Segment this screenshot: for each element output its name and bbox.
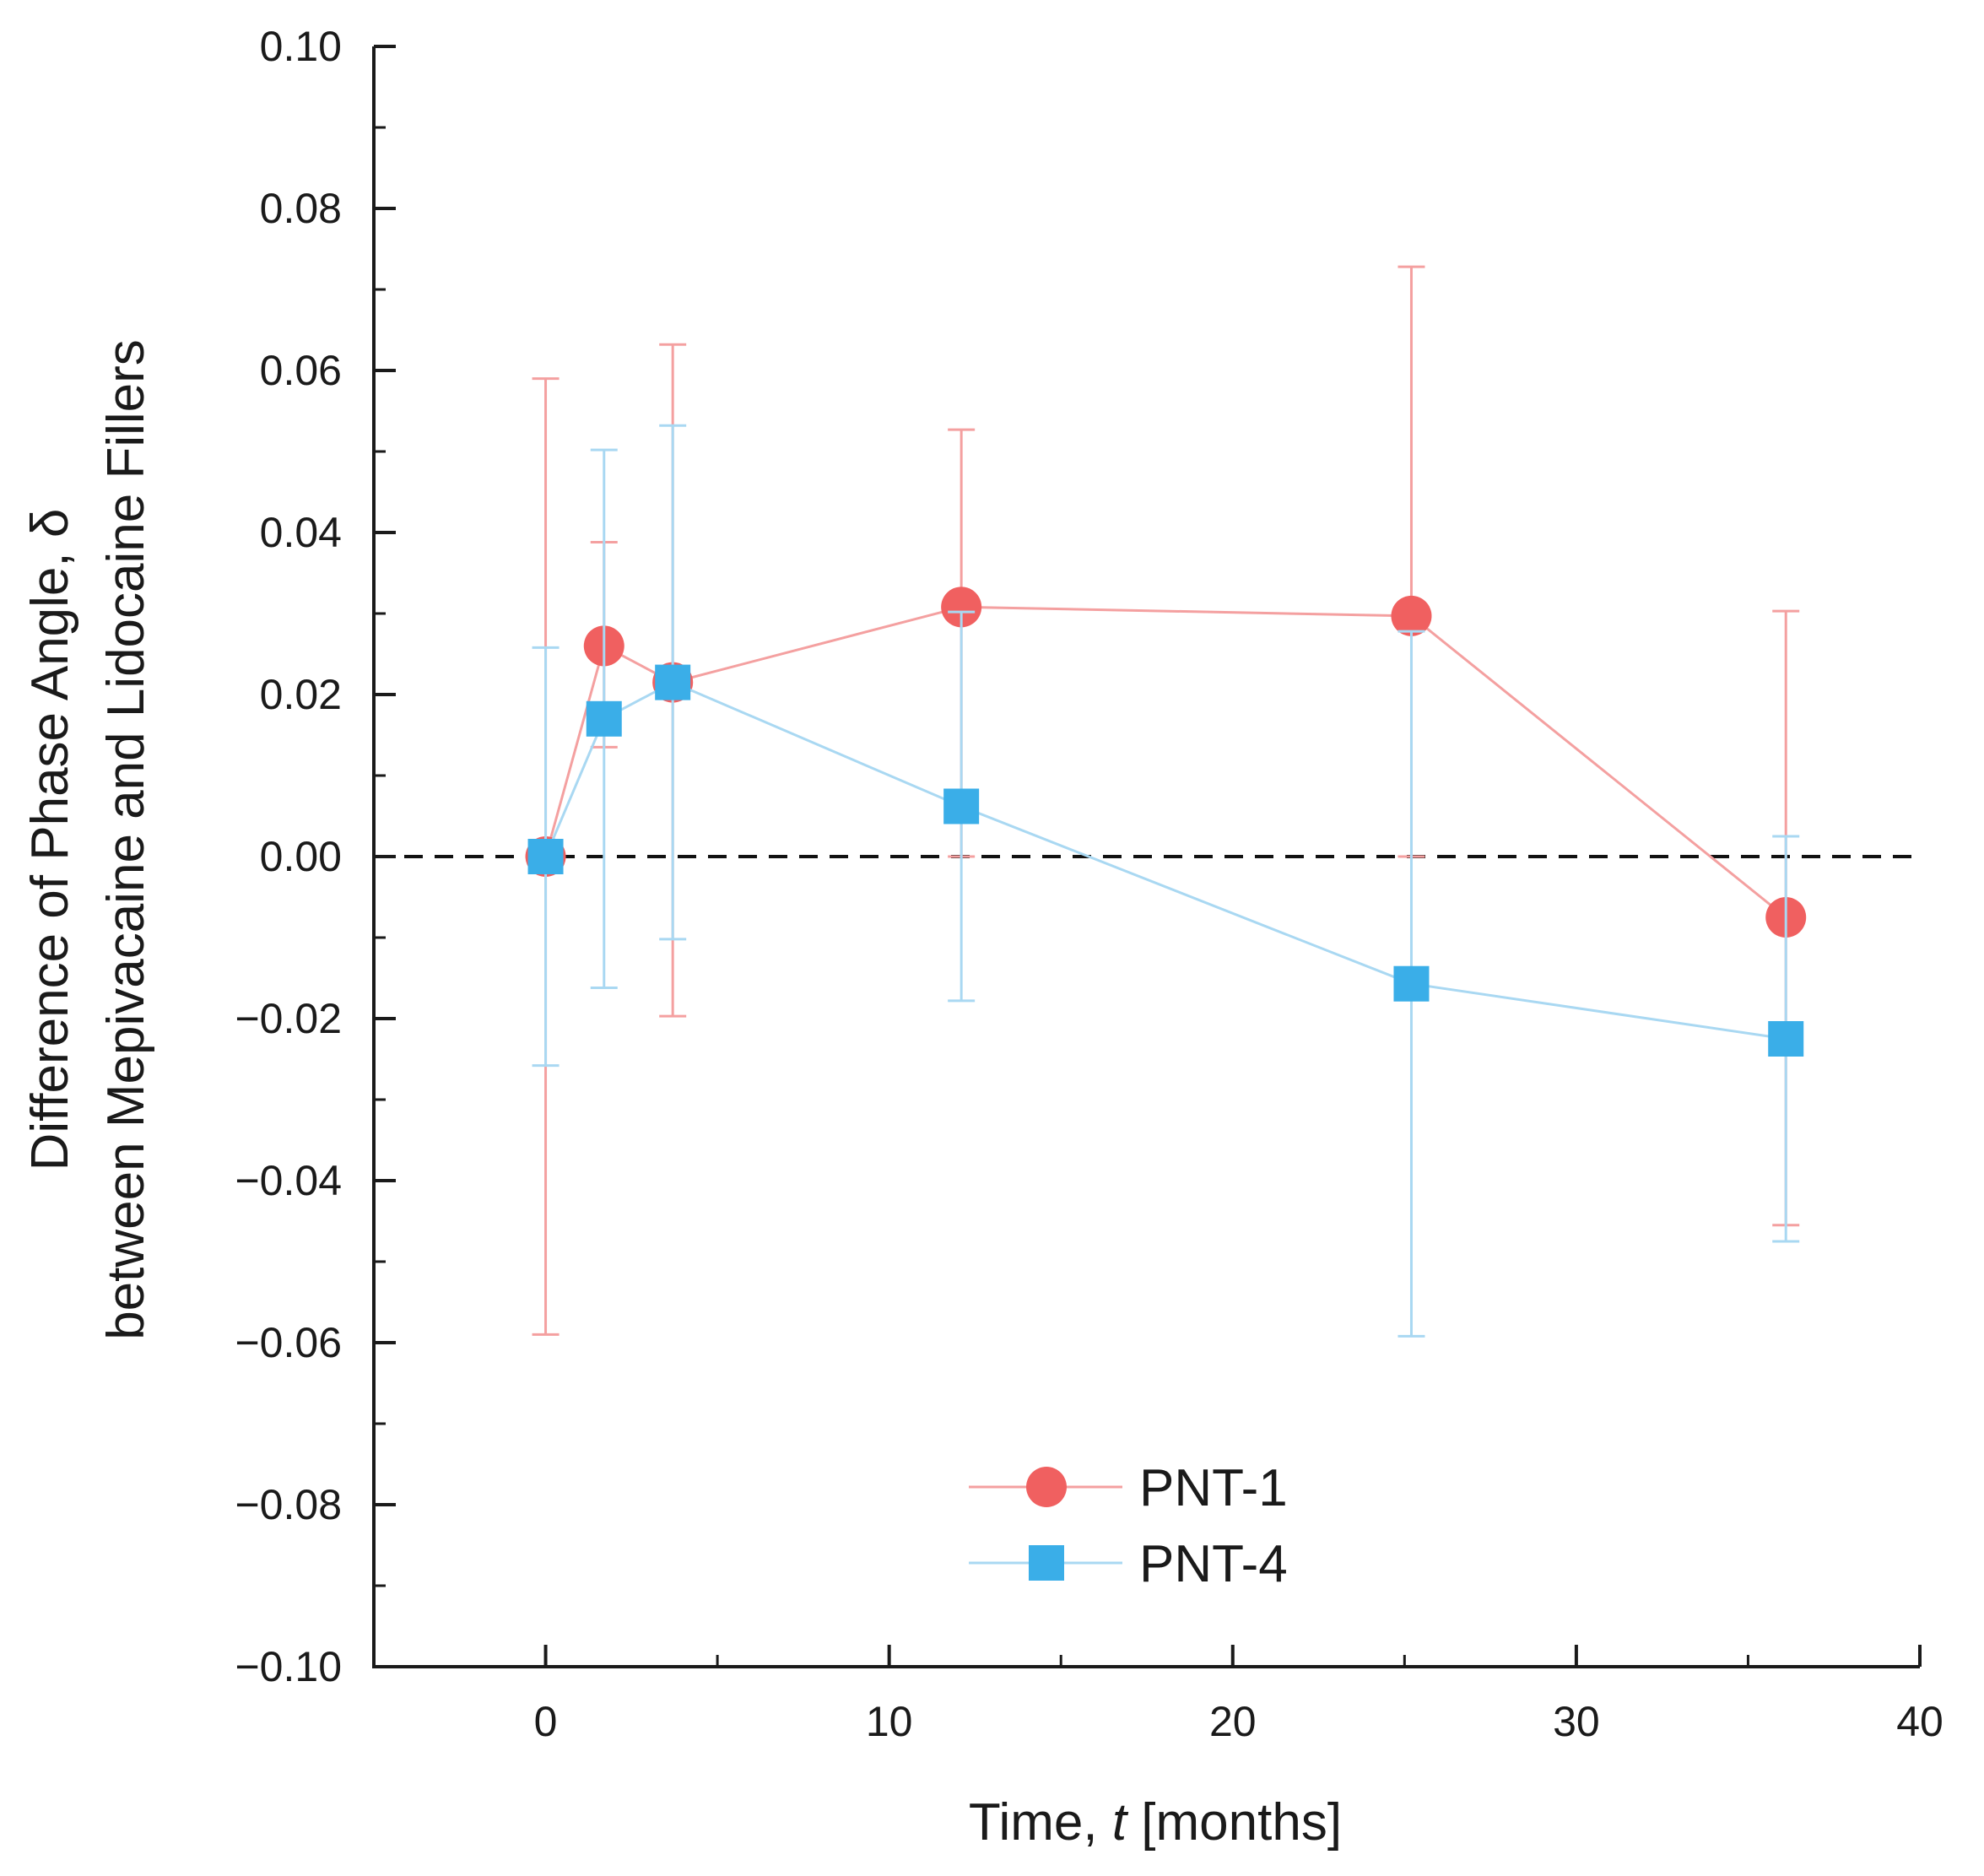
series-line <box>544 680 1787 1041</box>
y-tick-label: −0.06 <box>235 1319 342 1366</box>
legend: PNT-1 PNT-4 <box>969 1459 1288 1593</box>
data-point <box>586 700 622 737</box>
x-axis-title: Time, t [months] <box>969 1793 1342 1852</box>
x-tick-label: 20 <box>1209 1698 1257 1745</box>
y-tick-label: 0.10 <box>260 23 342 70</box>
data-point <box>527 839 564 874</box>
data-point <box>1391 595 1432 636</box>
data-point <box>943 788 980 824</box>
series-pnt-1 <box>525 265 1807 1336</box>
legend-marker-pnt-1 <box>1026 1467 1067 1507</box>
data-point <box>941 587 982 628</box>
x-tick-label: 10 <box>866 1698 913 1745</box>
y-tick-label: −0.08 <box>235 1481 342 1528</box>
y-tick-label: −0.10 <box>235 1643 342 1690</box>
y-tick-label: 0.00 <box>260 833 342 880</box>
ticks: 0.10 0.08 0.06 0.04 0.02 0.00 −0.02 −0.04 −0.06 −… <box>235 23 1943 1745</box>
data-point <box>1768 1021 1804 1057</box>
y-axis-title-line2: between Mepivacaine and Lidocaine Filler… <box>97 339 155 1340</box>
x-tick-label: 30 <box>1553 1698 1600 1745</box>
y-tick-label: 0.08 <box>260 185 342 232</box>
y-tick-label: −0.04 <box>235 1157 342 1204</box>
y-axis-title-line1: Difference of Phase Angle, δ <box>21 509 79 1171</box>
y-tick-label: 0.06 <box>260 347 342 394</box>
y-tick-label: 0.04 <box>260 509 342 556</box>
data-point <box>655 664 691 700</box>
data-point <box>1393 965 1430 1002</box>
legend-label-pnt-4: PNT-4 <box>1139 1535 1288 1593</box>
series-pnt-4 <box>527 424 1804 1338</box>
series-line <box>544 605 1787 919</box>
y-tick-label: 0.02 <box>260 671 342 718</box>
legend-marker-pnt-4 <box>1029 1545 1064 1581</box>
y-tick-label: −0.02 <box>235 995 342 1042</box>
series-layer <box>525 265 1807 1338</box>
x-tick-label: 0 <box>534 1698 558 1745</box>
legend-label-pnt-1: PNT-1 <box>1139 1459 1288 1517</box>
x-tick-label: 40 <box>1896 1698 1943 1745</box>
